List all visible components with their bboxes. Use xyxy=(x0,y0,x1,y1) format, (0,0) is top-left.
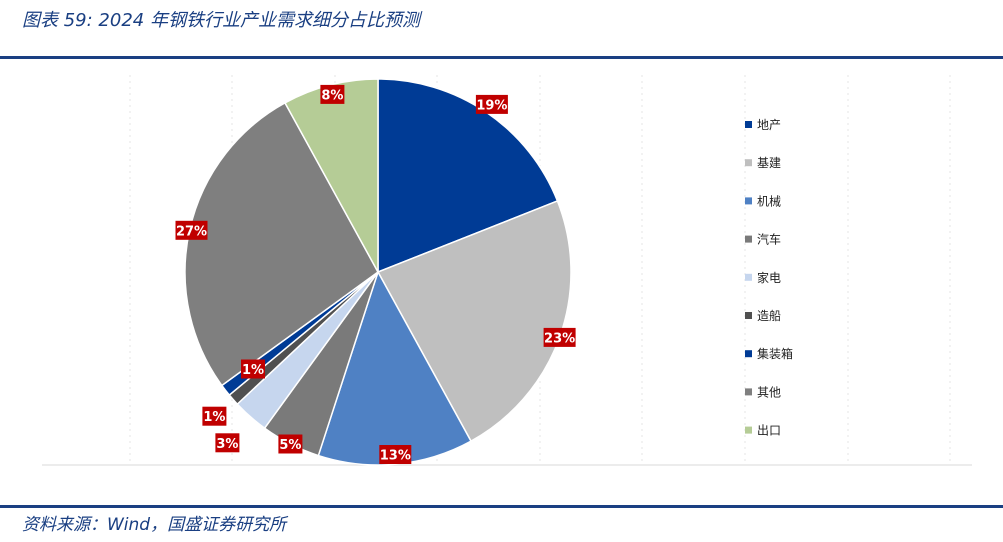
footer-rule xyxy=(0,505,1003,508)
legend-item-机械: 机械 xyxy=(745,193,781,208)
legend-label: 机械 xyxy=(757,193,781,208)
data-label-地产: 19% xyxy=(475,94,508,114)
legend-item-汽车: 汽车 xyxy=(745,232,781,247)
svg-text:3%: 3% xyxy=(216,437,238,452)
legend-item-家电: 家电 xyxy=(745,270,781,285)
data-label-机械: 13% xyxy=(379,445,412,464)
legend-swatch xyxy=(745,235,752,243)
legend-swatch xyxy=(745,426,752,434)
legend-swatch xyxy=(745,273,752,281)
legend-item-造船: 造船 xyxy=(745,309,781,323)
legend-item-集装箱: 集装箱 xyxy=(745,346,793,361)
pie-labels: 19% 23% 13% 5% 3% 1% 1% 27% 8% xyxy=(175,84,576,464)
svg-text:1%: 1% xyxy=(242,363,264,378)
legend-label: 其他 xyxy=(757,385,781,399)
pie-slices xyxy=(184,78,572,466)
legend-label: 家电 xyxy=(757,270,781,285)
legend-swatch xyxy=(745,350,752,358)
header-rule xyxy=(0,56,1003,59)
legend-swatch xyxy=(745,388,752,396)
svg-text:1%: 1% xyxy=(203,410,225,425)
data-label-基建: 23% xyxy=(543,327,576,347)
legend-swatch xyxy=(745,121,752,128)
svg-text:19%: 19% xyxy=(476,98,507,113)
svg-text:27%: 27% xyxy=(176,224,207,239)
legend-item-其他: 其他 xyxy=(745,385,781,399)
legend-label: 地产 xyxy=(757,118,781,132)
data-label-集装箱: 1% xyxy=(241,359,265,379)
svg-text:23%: 23% xyxy=(544,331,575,346)
data-label-出口: 8% xyxy=(320,84,345,104)
data-label-汽车: 5% xyxy=(278,434,303,454)
legend-label: 基建 xyxy=(757,156,781,170)
legend-label: 集装箱 xyxy=(757,346,793,361)
data-label-其他: 27% xyxy=(175,220,208,240)
data-label-造船: 1% xyxy=(202,406,227,426)
legend-label: 出口 xyxy=(757,424,781,438)
legend-swatch xyxy=(745,197,752,205)
pie-slice-机械 xyxy=(317,270,472,466)
legend-label: 汽车 xyxy=(757,232,781,247)
data-label-家电: 3% xyxy=(215,433,240,453)
legend-item-基建: 基建 xyxy=(745,156,781,170)
source-note: 资料来源：Wind，国盛证券研究所 xyxy=(22,515,287,535)
svg-text:8%: 8% xyxy=(321,88,343,103)
svg-text:13%: 13% xyxy=(380,449,411,464)
legend-swatch xyxy=(745,159,752,167)
legend-item-出口: 出口 xyxy=(745,424,781,438)
legend-item-地产: 地产 xyxy=(745,118,781,132)
page-title: 图表 59: 2024 年钢铁行业产业需求细分占比预测 xyxy=(22,10,420,31)
legend-label: 造船 xyxy=(757,309,781,323)
svg-text:5%: 5% xyxy=(279,438,301,453)
legend-swatch xyxy=(745,312,752,319)
